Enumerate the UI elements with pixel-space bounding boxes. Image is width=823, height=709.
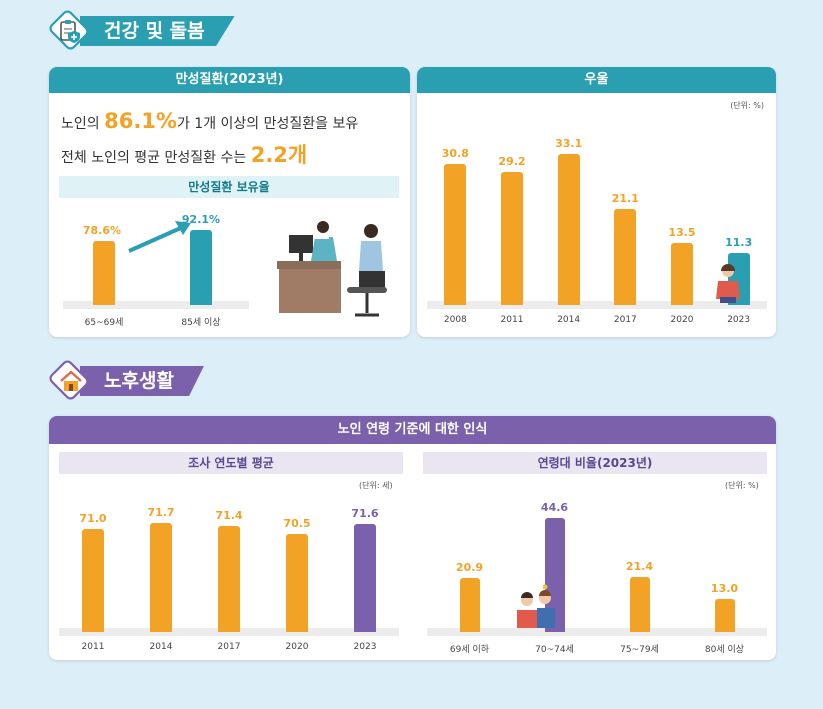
chronic-bar xyxy=(93,240,115,305)
retirement-section-banner: 노후생활 xyxy=(80,366,204,396)
year-bar xyxy=(354,523,376,632)
chronic-baseline xyxy=(63,301,249,309)
depression-card: 우울 (단위: %) 30.8 2008 29.2 2011 33.1 2014 21.1 2… xyxy=(417,67,776,337)
chronic-bar xyxy=(190,230,212,305)
by-year-bar-chart: 71.0 2011 71.7 2014 71.4 2017 70.5 2020 71.6 2023 xyxy=(49,416,776,660)
depression-bar xyxy=(557,153,580,305)
depression-card-title: 우울 xyxy=(417,67,776,93)
chronic-count-highlight: 2.2개 xyxy=(250,143,308,167)
chronic-category-label: 85세 이상 xyxy=(181,318,221,328)
depression-category-label: 2020 xyxy=(670,315,694,325)
age-bar xyxy=(714,598,735,632)
depression-value-label: 29.2 xyxy=(498,154,526,168)
depression-category-label: 2011 xyxy=(500,315,524,325)
clipboard-health-icon xyxy=(60,20,80,43)
age-value-label: 44.6 xyxy=(540,500,569,514)
year-value-label: 71.0 xyxy=(79,512,107,526)
people-thinking-illustration xyxy=(517,584,555,628)
chronic-disease-card: 만성질환(2023년) 노인의 86.1%가 1개 이상의 만성질환을 보유 전… xyxy=(49,67,410,337)
depression-category-label: 2017 xyxy=(613,315,637,325)
chronic-bar-chart: 78.6% 65~69세 92.1% 85세 이상 xyxy=(49,67,410,337)
depression-bar xyxy=(671,243,693,305)
year-category-label: 2014 xyxy=(149,642,173,652)
depression-unit: (단위: %) xyxy=(730,101,764,110)
age-category-label: 70~74세 xyxy=(535,645,574,655)
year-value-label: 71.7 xyxy=(147,505,175,519)
health-section-header: 건강 및 돌봄 xyxy=(47,8,278,52)
year-bar xyxy=(82,529,104,632)
health-section-banner: 건강 및 돌봄 xyxy=(80,16,235,46)
increase-arrow-icon xyxy=(128,221,191,253)
depression-category-label: 2023 xyxy=(727,315,751,325)
chronic-value-label: 78.6% xyxy=(82,223,122,237)
chronic-statement-1: 노인의 86.1%가 1개 이상의 만성질환을 보유 xyxy=(61,109,359,133)
age-bar xyxy=(459,578,480,632)
depression-value-label: 13.5 xyxy=(668,226,696,240)
chronic-statement-2: 전체 노인의 평균 만성질환 수는 2.2개 xyxy=(61,143,308,167)
depression-value-label: 33.1 xyxy=(555,136,583,150)
chronic-category-label: 65~69세 xyxy=(84,318,124,328)
year-value-label: 70.5 xyxy=(283,517,311,530)
depression-bar xyxy=(501,171,523,305)
by-age-subtitle: 연령대 비율(2023년) xyxy=(423,452,767,474)
sad-elder-illustration xyxy=(716,264,740,303)
age-baseline xyxy=(427,628,767,636)
age-category-label: 75~79세 xyxy=(620,645,659,655)
age-bar xyxy=(544,517,565,632)
depression-bar xyxy=(444,164,467,305)
by-age-unit: (단위: %) xyxy=(725,481,759,490)
health-section-title: 건강 및 돌봄 xyxy=(104,20,205,42)
year-category-label: 2011 xyxy=(81,642,105,652)
year-bar xyxy=(286,534,308,632)
chronic-value-label: 92.1% xyxy=(181,213,221,226)
year-bar xyxy=(218,525,240,632)
chronic-rate-highlight: 86.1% xyxy=(104,109,177,133)
year-bar xyxy=(150,522,172,632)
age-perception-card: 노인 연령 기준에 대한 인식 조사 연도별 평균 연령대 비율(2023년) … xyxy=(49,416,776,660)
depression-category-label: 2014 xyxy=(557,315,581,325)
age-category-label: 69세 이하 xyxy=(449,645,490,655)
by-year-subtitle: 조사 연도별 평균 xyxy=(59,452,403,474)
by-year-unit: (단위: 세) xyxy=(359,481,393,490)
year-category-label: 2023 xyxy=(353,642,377,652)
depression-category-label: 2008 xyxy=(443,315,467,325)
perception-card-title: 노인 연령 기준에 대한 인식 xyxy=(49,416,776,444)
age-bar xyxy=(629,577,650,632)
house-icon xyxy=(60,370,82,391)
year-category-label: 2017 xyxy=(217,642,241,652)
depression-bar xyxy=(614,208,637,305)
by-age-bar-chart: 20.9 69세 이하 44.6 70~74세 21.4 75~79세 13.0 80세 이상 xyxy=(49,416,776,660)
retirement-section-header: 노후생활 xyxy=(47,358,268,402)
depression-value-label: 11.3 xyxy=(725,236,753,250)
depression-value-label: 21.1 xyxy=(611,191,639,205)
depression-bar-chart: 30.8 2008 29.2 2011 33.1 2014 21.1 2017 13.5 2020… xyxy=(417,67,776,337)
age-value-label: 20.9 xyxy=(455,561,484,575)
year-value-label: 71.4 xyxy=(215,508,243,522)
retirement-section-title: 노후생활 xyxy=(104,370,174,392)
year-category-label: 2020 xyxy=(285,642,309,652)
depression-baseline xyxy=(427,301,767,309)
age-value-label: 21.4 xyxy=(625,560,654,574)
age-category-label: 80세 이상 xyxy=(704,645,745,655)
year-baseline xyxy=(59,628,399,636)
year-value-label: 71.6 xyxy=(351,506,379,520)
doctor-consultation-illustration xyxy=(277,221,387,317)
chronic-subtitle: 만성질환 보유율 xyxy=(59,176,399,198)
chronic-card-title: 만성질환(2023년) xyxy=(49,67,410,93)
depression-value-label: 30.8 xyxy=(441,147,469,161)
age-value-label: 13.0 xyxy=(710,581,739,595)
